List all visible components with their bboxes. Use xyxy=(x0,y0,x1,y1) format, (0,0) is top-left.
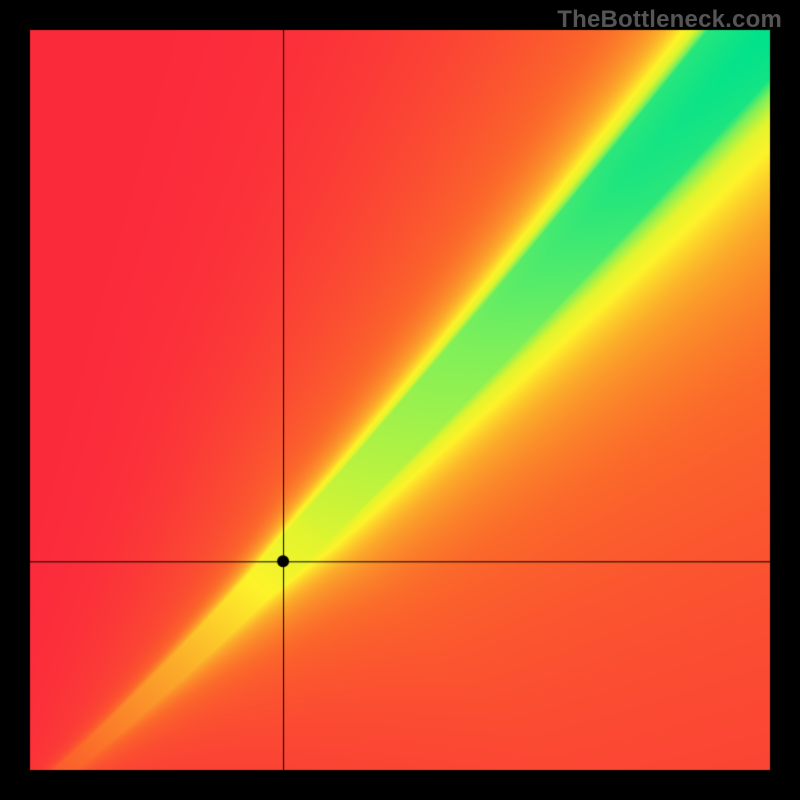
watermark-text: TheBottleneck.com xyxy=(557,6,782,34)
bottleneck-heatmap-figure: TheBottleneck.com xyxy=(0,0,800,800)
heatmap-canvas xyxy=(0,0,800,800)
